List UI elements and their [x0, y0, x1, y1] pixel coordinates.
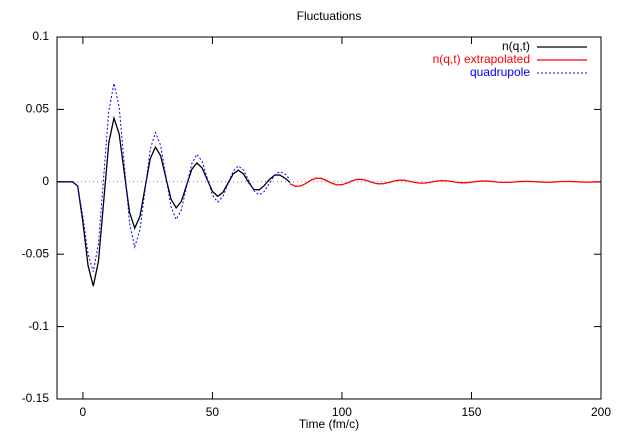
x-tick-label: 100: [332, 405, 352, 419]
y-tick-label: -0.05: [22, 246, 50, 260]
y-tick-label: 0.05: [26, 102, 50, 116]
legend-label: n(q,t) extrapolated: [433, 52, 530, 66]
chart-title: Fluctuations: [297, 9, 362, 23]
y-tick-label: -0.15: [22, 391, 50, 405]
x-tick-label: 0: [80, 405, 87, 419]
x-tick-label: 50: [206, 405, 220, 419]
legend-label: n(q,t): [502, 39, 530, 53]
x-axis-label: Time (fm/c): [299, 417, 359, 431]
x-tick-label: 150: [461, 405, 481, 419]
data-line: [289, 177, 602, 187]
y-tick-label: 0: [42, 174, 49, 188]
plot-frame: [56, 36, 602, 400]
data-line: [57, 115, 291, 287]
y-tick-label: -0.1: [28, 319, 49, 333]
legend-label: quadrupole: [470, 65, 530, 79]
x-tick-label: 200: [591, 405, 611, 419]
y-tick-label: 0.1: [32, 29, 49, 43]
